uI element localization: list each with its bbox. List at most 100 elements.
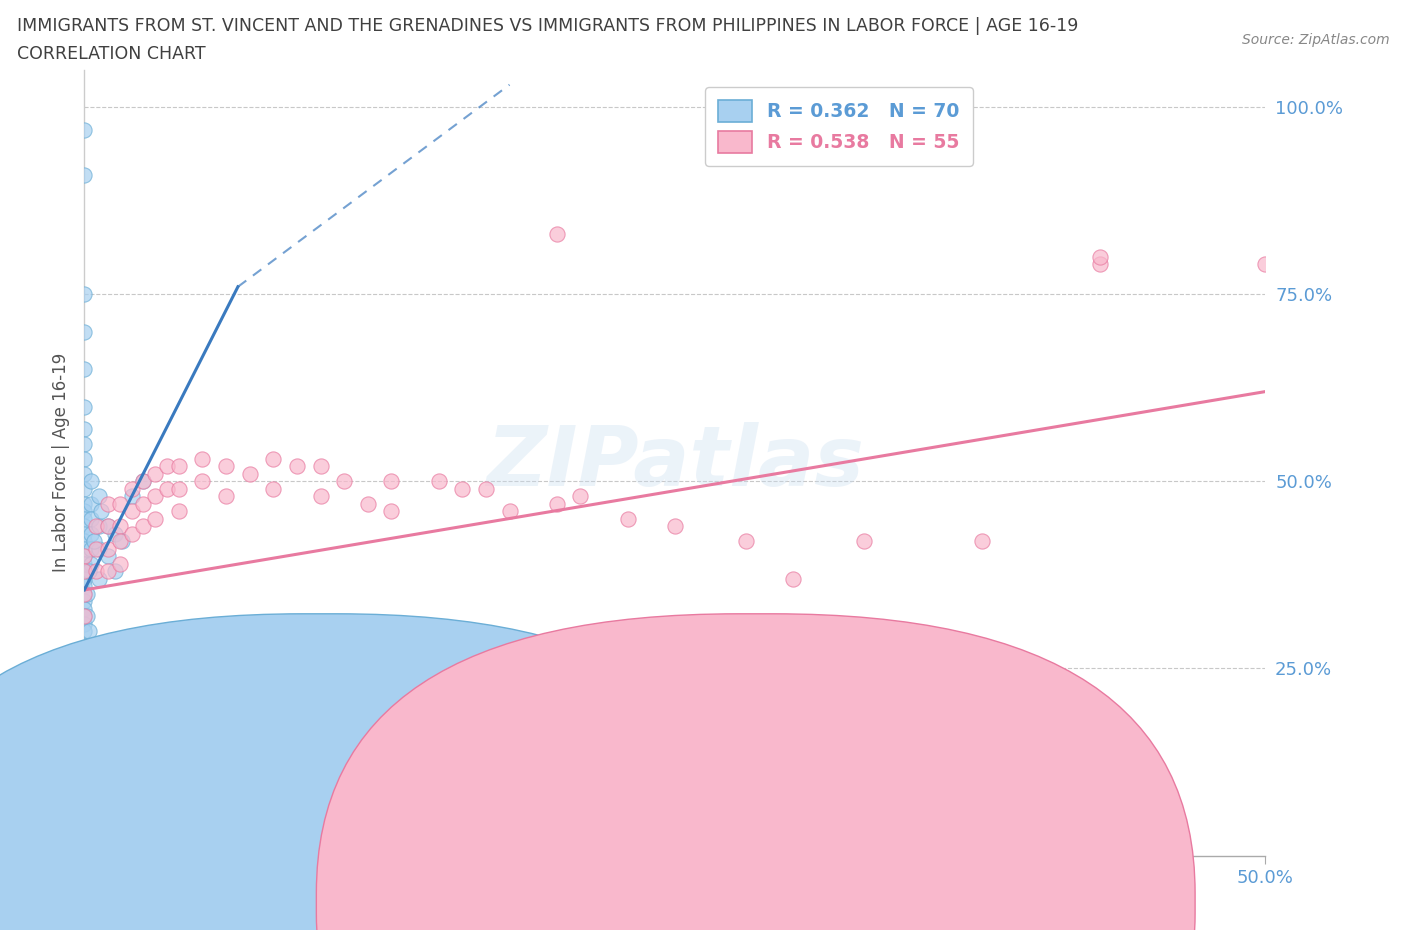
Point — [569, 489, 592, 504]
Point — [73, 758, 96, 773]
Point — [132, 497, 155, 512]
Y-axis label: In Labor Force | Age 16-19: In Labor Force | Age 16-19 — [52, 353, 70, 572]
Point — [108, 519, 131, 534]
Point — [73, 421, 96, 436]
Point — [73, 698, 96, 713]
Point — [104, 526, 127, 541]
Point — [73, 362, 96, 377]
Point — [80, 639, 103, 654]
Point — [73, 684, 96, 698]
Point — [97, 519, 120, 534]
Point — [121, 526, 143, 541]
Point — [97, 497, 120, 512]
Point — [156, 482, 179, 497]
Point — [782, 571, 804, 586]
Point — [83, 534, 105, 549]
Point — [1088, 249, 1111, 264]
Point — [73, 482, 96, 497]
Point — [262, 482, 284, 497]
Point — [616, 512, 638, 526]
Point — [76, 586, 98, 601]
Point — [73, 512, 96, 526]
Point — [73, 122, 96, 137]
Point — [73, 571, 96, 586]
Point — [191, 451, 214, 466]
Point — [80, 541, 103, 556]
Text: IMMIGRANTS FROM ST. VINCENT AND THE GRENADINES VS IMMIGRANTS FROM PHILIPPINES IN: IMMIGRANTS FROM ST. VINCENT AND THE GREN… — [17, 17, 1078, 34]
Point — [73, 586, 96, 601]
Point — [73, 534, 96, 549]
Point — [84, 564, 107, 578]
Point — [73, 617, 96, 631]
Point — [73, 519, 96, 534]
Point — [73, 399, 96, 414]
Point — [73, 654, 96, 669]
Point — [309, 489, 332, 504]
Text: Immigrants from St. Vincent and the Grenadines: Immigrants from St. Vincent and the Gren… — [307, 892, 678, 907]
Point — [111, 534, 134, 549]
Point — [262, 451, 284, 466]
Point — [73, 593, 96, 608]
Point — [357, 497, 380, 512]
Point — [73, 451, 96, 466]
Point — [73, 541, 96, 556]
Point — [83, 661, 105, 676]
Point — [1254, 257, 1277, 272]
Point — [80, 497, 103, 512]
Point — [285, 459, 308, 474]
Point — [97, 541, 120, 556]
Point — [73, 601, 96, 616]
Point — [475, 482, 498, 497]
Point — [498, 504, 520, 519]
Point — [84, 541, 107, 556]
Point — [380, 504, 402, 519]
Point — [87, 541, 110, 556]
Point — [108, 534, 131, 549]
Point — [132, 474, 155, 489]
Point — [970, 676, 993, 691]
Point — [451, 482, 474, 497]
Point — [77, 564, 100, 578]
Point — [333, 474, 356, 489]
Point — [546, 227, 568, 242]
Point — [239, 467, 262, 482]
Point — [73, 549, 96, 564]
Point — [73, 578, 96, 593]
Point — [87, 519, 110, 534]
Point — [97, 549, 120, 564]
Point — [77, 624, 100, 639]
Point — [121, 504, 143, 519]
Text: Immigrants from Philippines: Immigrants from Philippines — [806, 892, 1022, 907]
Point — [73, 789, 96, 804]
Point — [121, 489, 143, 504]
Point — [80, 526, 103, 541]
Point — [970, 534, 993, 549]
Text: ZIPatlas: ZIPatlas — [486, 422, 863, 503]
Point — [84, 519, 107, 534]
Point — [76, 841, 98, 856]
Point — [215, 459, 238, 474]
Point — [143, 512, 166, 526]
Point — [73, 286, 96, 301]
Point — [97, 519, 120, 534]
Legend: R = 0.362   N = 70, R = 0.538   N = 55: R = 0.362 N = 70, R = 0.538 N = 55 — [706, 87, 973, 166]
Point — [73, 608, 96, 623]
Point — [104, 564, 127, 578]
Point — [108, 497, 131, 512]
Point — [73, 586, 96, 601]
Point — [73, 728, 96, 743]
Point — [73, 504, 96, 519]
Point — [73, 325, 96, 339]
Point — [73, 608, 96, 623]
Point — [380, 474, 402, 489]
Point — [852, 534, 875, 549]
Point — [143, 467, 166, 482]
Point — [97, 564, 120, 578]
Point — [900, 728, 922, 743]
Text: Source: ZipAtlas.com: Source: ZipAtlas.com — [1241, 33, 1389, 46]
Point — [80, 474, 103, 489]
Point — [73, 811, 96, 826]
Point — [76, 608, 98, 623]
Point — [191, 474, 214, 489]
Text: CORRELATION CHART: CORRELATION CHART — [17, 45, 205, 62]
